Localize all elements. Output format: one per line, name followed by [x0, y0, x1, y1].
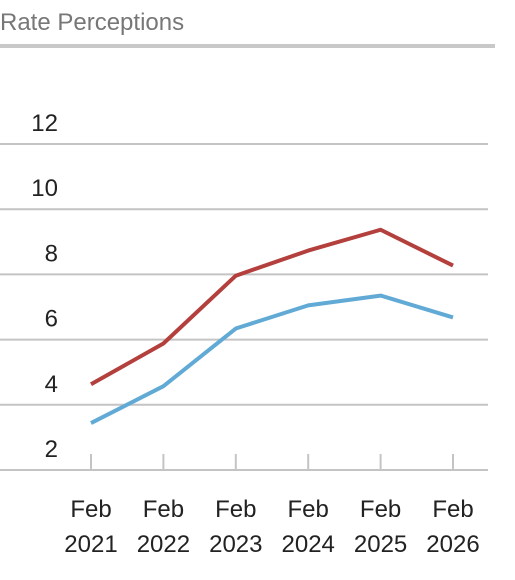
chart-title: Rate Perceptions	[0, 9, 184, 36]
y-tick-label: 8	[45, 240, 58, 267]
x-tick-label: Feb 2026	[426, 496, 479, 558]
series-line	[90, 227, 454, 387]
y-tick-label: 12	[31, 110, 58, 137]
y-tick-label: 2	[45, 436, 58, 463]
x-tick-label: Feb 2025	[354, 496, 407, 558]
series-line	[90, 293, 454, 425]
x-tick-label: Feb 2024	[282, 496, 335, 558]
y-tick-label: 6	[45, 306, 58, 333]
x-tick-label: Feb 2021	[64, 496, 117, 558]
y-tick-label: 4	[45, 371, 58, 398]
y-tick-label: 10	[31, 175, 58, 202]
x-tick-label: Feb 2023	[209, 496, 262, 558]
x-tick-label: Feb 2022	[137, 496, 190, 558]
